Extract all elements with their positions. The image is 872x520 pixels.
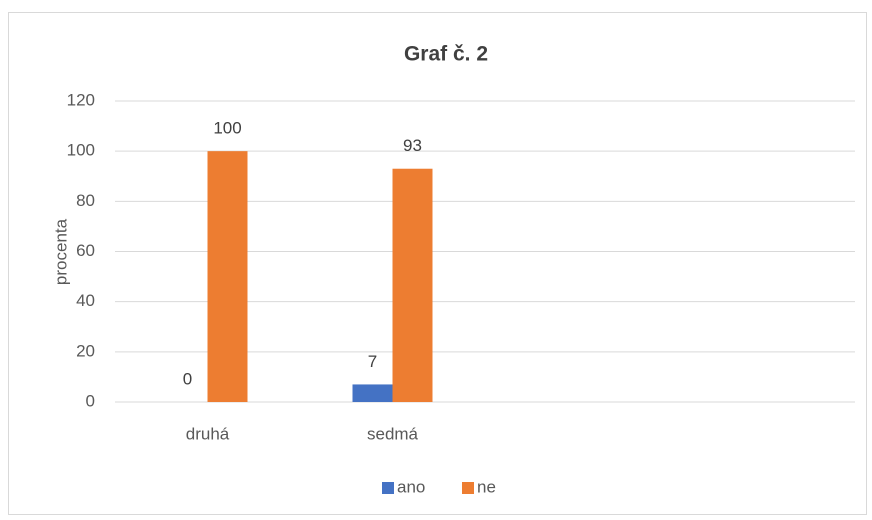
legend-label: ano (397, 477, 425, 496)
y-tick-label: 60 (76, 241, 95, 260)
data-label: 93 (403, 136, 422, 155)
y-tick-label: 80 (76, 191, 95, 210)
x-tick-label: druhá (186, 424, 230, 443)
bar (392, 168, 433, 402)
x-tick-label: sedmá (367, 424, 419, 443)
y-axis-label: procenta (51, 218, 70, 285)
data-label: 100 (213, 119, 241, 138)
legend-swatch (462, 482, 474, 494)
y-tick-label: 0 (86, 391, 95, 410)
bar (207, 151, 248, 402)
chart-title: Graf č. 2 (404, 43, 488, 66)
legend-swatch (382, 482, 394, 494)
chart-border (8, 12, 867, 515)
data-label: 7 (368, 352, 377, 371)
y-tick-label: 100 (67, 141, 95, 160)
bar (352, 384, 393, 402)
y-tick-label: 120 (67, 90, 95, 109)
y-tick-label: 40 (76, 291, 95, 310)
legend-label: ne (477, 477, 496, 496)
data-label: 0 (183, 369, 192, 388)
y-tick-label: 20 (76, 341, 95, 360)
